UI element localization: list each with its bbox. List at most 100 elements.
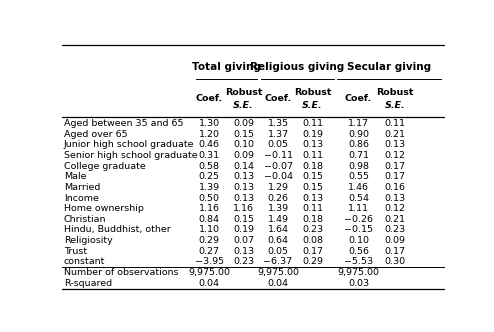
- Text: 0.13: 0.13: [233, 194, 254, 203]
- Text: 0.05: 0.05: [268, 247, 288, 256]
- Text: 0.90: 0.90: [348, 129, 369, 138]
- Text: 0.09: 0.09: [233, 119, 254, 128]
- Text: 0.04: 0.04: [268, 279, 288, 288]
- Text: S.E.: S.E.: [302, 101, 323, 110]
- Text: Trust: Trust: [64, 247, 87, 256]
- Text: 0.07: 0.07: [233, 236, 254, 245]
- Text: constant: constant: [64, 257, 105, 266]
- Text: 0.10: 0.10: [348, 236, 369, 245]
- Text: 0.17: 0.17: [384, 172, 406, 181]
- Text: 0.25: 0.25: [199, 172, 220, 181]
- Text: 1.39: 1.39: [199, 183, 220, 192]
- Text: 0.10: 0.10: [233, 140, 254, 149]
- Text: 0.64: 0.64: [268, 236, 288, 245]
- Text: 0.15: 0.15: [302, 172, 323, 181]
- Text: 0.55: 0.55: [348, 172, 369, 181]
- Text: 0.13: 0.13: [233, 183, 254, 192]
- Text: 0.11: 0.11: [302, 151, 323, 160]
- Text: −0.07: −0.07: [264, 162, 292, 171]
- Text: Junior high school graduate: Junior high school graduate: [64, 140, 194, 149]
- Text: 1.20: 1.20: [199, 129, 220, 138]
- Text: Coef.: Coef.: [345, 94, 372, 103]
- Text: College graduate: College graduate: [64, 162, 145, 171]
- Text: 0.13: 0.13: [302, 194, 323, 203]
- Text: 0.18: 0.18: [302, 162, 323, 171]
- Text: 1.16: 1.16: [199, 204, 220, 213]
- Text: 0.11: 0.11: [384, 119, 406, 128]
- Text: Hindu, Buddhist, other: Hindu, Buddhist, other: [64, 225, 170, 234]
- Text: 0.58: 0.58: [199, 162, 220, 171]
- Text: 0.30: 0.30: [384, 257, 406, 266]
- Text: 0.23: 0.23: [302, 225, 323, 234]
- Text: −6.37: −6.37: [263, 257, 292, 266]
- Text: 0.13: 0.13: [233, 172, 254, 181]
- Text: 0.23: 0.23: [233, 257, 254, 266]
- Text: 1.16: 1.16: [233, 204, 254, 213]
- Text: 1.64: 1.64: [268, 225, 288, 234]
- Text: R-squared: R-squared: [64, 279, 112, 288]
- Text: Secular giving: Secular giving: [347, 62, 431, 72]
- Text: 0.17: 0.17: [384, 162, 406, 171]
- Text: 9,975.00: 9,975.00: [188, 268, 230, 277]
- Text: 0.27: 0.27: [199, 247, 220, 256]
- Text: 0.19: 0.19: [302, 129, 323, 138]
- Text: 1.30: 1.30: [199, 119, 220, 128]
- Text: 0.09: 0.09: [384, 236, 406, 245]
- Text: Christian: Christian: [64, 215, 106, 224]
- Text: 0.16: 0.16: [384, 183, 406, 192]
- Text: 0.26: 0.26: [268, 194, 288, 203]
- Text: 0.13: 0.13: [384, 194, 406, 203]
- Text: S.E.: S.E.: [233, 101, 254, 110]
- Text: −0.04: −0.04: [264, 172, 292, 181]
- Text: 0.17: 0.17: [302, 247, 323, 256]
- Text: 0.29: 0.29: [302, 257, 323, 266]
- Text: Male: Male: [64, 172, 86, 181]
- Text: 0.11: 0.11: [302, 119, 323, 128]
- Text: Robust: Robust: [225, 88, 262, 97]
- Text: 1.35: 1.35: [267, 119, 288, 128]
- Text: Robust: Robust: [376, 88, 413, 97]
- Text: 0.08: 0.08: [302, 236, 323, 245]
- Text: Aged between 35 and 65: Aged between 35 and 65: [64, 119, 183, 128]
- Text: 0.04: 0.04: [199, 279, 220, 288]
- Text: 0.29: 0.29: [199, 236, 220, 245]
- Text: 0.98: 0.98: [348, 162, 369, 171]
- Text: Robust: Robust: [294, 88, 331, 97]
- Text: 1.29: 1.29: [268, 183, 288, 192]
- Text: −5.53: −5.53: [344, 257, 373, 266]
- Text: 0.15: 0.15: [302, 183, 323, 192]
- Text: Coef.: Coef.: [196, 94, 223, 103]
- Text: Total giving: Total giving: [192, 62, 261, 72]
- Text: Number of observations: Number of observations: [64, 268, 178, 277]
- Text: 0.19: 0.19: [233, 225, 254, 234]
- Text: Aged over 65: Aged over 65: [64, 129, 127, 138]
- Text: 0.46: 0.46: [199, 140, 220, 149]
- Text: S.E.: S.E.: [384, 101, 405, 110]
- Text: −3.95: −3.95: [195, 257, 224, 266]
- Text: Home ownership: Home ownership: [64, 204, 144, 213]
- Text: 0.13: 0.13: [233, 247, 254, 256]
- Text: 0.21: 0.21: [384, 129, 406, 138]
- Text: Income: Income: [64, 194, 98, 203]
- Text: 0.05: 0.05: [268, 140, 288, 149]
- Text: 0.56: 0.56: [348, 247, 369, 256]
- Text: 0.03: 0.03: [348, 279, 369, 288]
- Text: 0.14: 0.14: [233, 162, 254, 171]
- Text: 1.46: 1.46: [348, 183, 369, 192]
- Text: 0.17: 0.17: [384, 247, 406, 256]
- Text: 0.15: 0.15: [233, 215, 254, 224]
- Text: 0.12: 0.12: [384, 204, 406, 213]
- Text: 0.50: 0.50: [199, 194, 220, 203]
- Text: 0.21: 0.21: [384, 215, 406, 224]
- Text: Religious giving: Religious giving: [250, 62, 344, 72]
- Text: 1.37: 1.37: [267, 129, 288, 138]
- Text: 0.15: 0.15: [233, 129, 254, 138]
- Text: 1.39: 1.39: [267, 204, 288, 213]
- Text: 1.10: 1.10: [199, 225, 220, 234]
- Text: 0.86: 0.86: [348, 140, 369, 149]
- Text: 0.31: 0.31: [199, 151, 220, 160]
- Text: 0.09: 0.09: [233, 151, 254, 160]
- Text: −0.15: −0.15: [344, 225, 373, 234]
- Text: 9,975.00: 9,975.00: [337, 268, 379, 277]
- Text: 1.11: 1.11: [348, 204, 369, 213]
